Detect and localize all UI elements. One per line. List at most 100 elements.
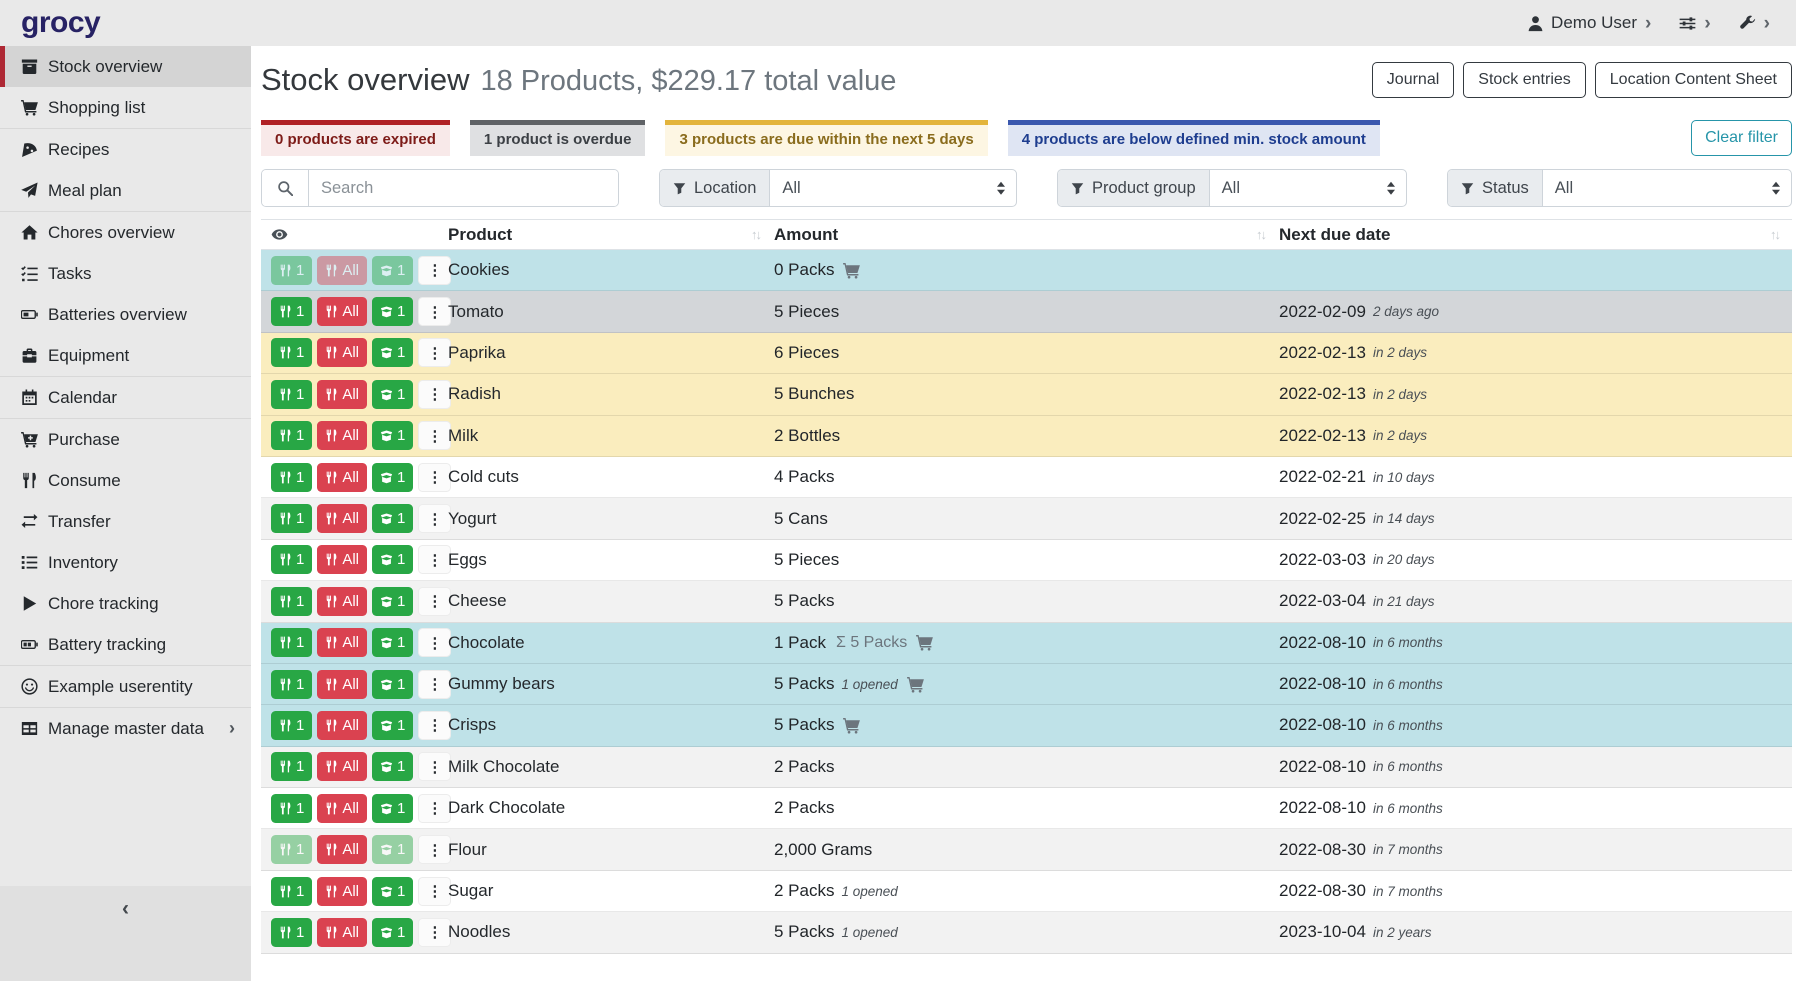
open-one-button[interactable]: 1	[372, 752, 414, 782]
open-one-button[interactable]: 1	[372, 379, 414, 409]
row-menu-button[interactable]: ⋮	[418, 917, 452, 947]
consume-all-button[interactable]: All	[317, 835, 368, 865]
search-input[interactable]	[309, 170, 618, 206]
consume-all-button[interactable]: All	[317, 338, 368, 368]
open-one-button[interactable]: 1	[372, 586, 414, 616]
consume-all-button[interactable]: All	[317, 379, 368, 409]
open-one-button[interactable]: 1	[372, 835, 414, 865]
consume-one-button[interactable]: 1	[271, 255, 313, 285]
open-one-button[interactable]: 1	[372, 338, 414, 368]
row-menu-button[interactable]: ⋮	[418, 545, 452, 575]
consume-one-button[interactable]: 1	[271, 545, 313, 575]
consume-one-button[interactable]: 1	[271, 338, 313, 368]
sidebar-item-chore-tracking[interactable]: Chore tracking	[0, 583, 251, 624]
consume-all-button[interactable]: All	[317, 545, 368, 575]
column-header-product[interactable]: Product ↑↓	[448, 220, 774, 249]
consume-all-button[interactable]: All	[317, 628, 368, 658]
open-one-button[interactable]: 1	[372, 545, 414, 575]
row-menu-button[interactable]: ⋮	[418, 255, 452, 285]
row-menu-button[interactable]: ⋮	[418, 710, 452, 740]
consume-one-button[interactable]: 1	[271, 586, 313, 616]
open-one-button[interactable]: 1	[372, 628, 414, 658]
row-menu-button[interactable]: ⋮	[418, 835, 452, 865]
consume-one-button[interactable]: 1	[271, 752, 313, 782]
row-menu-button[interactable]: ⋮	[418, 421, 452, 451]
open-one-button[interactable]: 1	[372, 421, 414, 451]
consume-one-button[interactable]: 1	[271, 710, 313, 740]
consume-one-button[interactable]: 1	[271, 876, 313, 906]
open-one-button[interactable]: 1	[372, 917, 414, 947]
sidebar-item-equipment[interactable]: Equipment	[0, 335, 251, 376]
consume-one-button[interactable]: 1	[271, 379, 313, 409]
sidebar-item-transfer[interactable]: Transfer	[0, 501, 251, 542]
consume-one-button[interactable]: 1	[271, 628, 313, 658]
status-select[interactable]: All	[1543, 170, 1791, 206]
consume-all-button[interactable]: All	[317, 752, 368, 782]
sidebar-item-recipes[interactable]: Recipes	[0, 129, 251, 170]
sidebar-item-example-userentity[interactable]: Example userentity	[0, 666, 251, 707]
consume-all-button[interactable]: All	[317, 669, 368, 699]
sidebar-item-meal-plan[interactable]: Meal plan	[0, 170, 251, 211]
column-header-next-due-date[interactable]: Next due date ↑↓	[1279, 224, 1781, 244]
summary-badge[interactable]: 1 product is overdue	[469, 120, 646, 156]
sidebar-item-manage-master-data[interactable]: Manage master data ›	[0, 708, 251, 749]
consume-one-button[interactable]: 1	[271, 793, 313, 823]
row-menu-button[interactable]: ⋮	[418, 379, 452, 409]
admin-menu[interactable]: ›	[1739, 14, 1770, 33]
consume-all-button[interactable]: All	[317, 421, 368, 451]
sidebar-item-calendar[interactable]: Calendar	[0, 377, 251, 418]
consume-one-button[interactable]: 1	[271, 462, 313, 492]
consume-all-button[interactable]: All	[317, 462, 368, 492]
sidebar-item-stock-overview[interactable]: Stock overview	[0, 46, 251, 87]
consume-all-button[interactable]: All	[317, 917, 368, 947]
consume-all-button[interactable]: All	[317, 504, 368, 534]
clear-filter-button[interactable]: Clear filter	[1691, 120, 1792, 156]
user-menu[interactable]: Demo User ›	[1527, 13, 1651, 33]
location-select[interactable]: All	[770, 170, 1016, 206]
sidebar-item-battery-tracking[interactable]: Battery tracking	[0, 624, 251, 665]
open-one-button[interactable]: 1	[372, 504, 414, 534]
sidebar-collapse-button[interactable]: ‹	[0, 886, 251, 981]
sidebar-item-purchase[interactable]: Purchase	[0, 419, 251, 460]
summary-badge[interactable]: 4 products are below defined min. stock …	[1007, 120, 1380, 156]
sidebar-item-inventory[interactable]: Inventory	[0, 542, 251, 583]
consume-one-button[interactable]: 1	[271, 421, 313, 451]
consume-all-button[interactable]: All	[317, 297, 368, 327]
consume-all-button[interactable]: All	[317, 710, 368, 740]
location-content-sheet-button[interactable]: Location Content Sheet	[1594, 62, 1792, 98]
open-one-button[interactable]: 1	[372, 255, 414, 285]
sidebar-item-tasks[interactable]: Tasks	[0, 253, 251, 294]
open-one-button[interactable]: 1	[372, 710, 414, 740]
sidebar-item-batteries-overview[interactable]: Batteries overview	[0, 294, 251, 335]
column-header-amount[interactable]: Amount ↑↓	[774, 220, 1279, 249]
consume-all-button[interactable]: All	[317, 876, 368, 906]
open-one-button[interactable]: 1	[372, 793, 414, 823]
consume-one-button[interactable]: 1	[271, 917, 313, 947]
open-one-button[interactable]: 1	[372, 462, 414, 492]
open-one-button[interactable]: 1	[372, 876, 414, 906]
row-menu-button[interactable]: ⋮	[418, 752, 452, 782]
consume-one-button[interactable]: 1	[271, 669, 313, 699]
settings-menu[interactable]: ›	[1679, 14, 1711, 33]
sidebar-item-shopping-list[interactable]: Shopping list	[0, 87, 251, 128]
summary-badge[interactable]: 3 products are due within the next 5 day…	[665, 120, 988, 156]
row-menu-button[interactable]: ⋮	[418, 669, 452, 699]
open-one-button[interactable]: 1	[372, 297, 414, 327]
open-one-button[interactable]: 1	[372, 669, 414, 699]
row-menu-button[interactable]: ⋮	[418, 462, 452, 492]
row-menu-button[interactable]: ⋮	[418, 586, 452, 616]
app-logo[interactable]: grocy	[21, 6, 101, 39]
consume-one-button[interactable]: 1	[271, 297, 313, 327]
consume-all-button[interactable]: All	[317, 255, 368, 285]
consume-all-button[interactable]: All	[317, 586, 368, 616]
sidebar-item-consume[interactable]: Consume	[0, 460, 251, 501]
row-menu-button[interactable]: ⋮	[418, 876, 452, 906]
consume-one-button[interactable]: 1	[271, 835, 313, 865]
product-group-select[interactable]: All	[1210, 170, 1406, 206]
sidebar-item-chores-overview[interactable]: Chores overview	[0, 212, 251, 253]
row-menu-button[interactable]: ⋮	[418, 297, 452, 327]
row-menu-button[interactable]: ⋮	[418, 338, 452, 368]
stock-entries-button[interactable]: Stock entries	[1463, 62, 1586, 98]
summary-badge[interactable]: 0 products are expired	[261, 120, 450, 156]
journal-button[interactable]: Journal	[1371, 62, 1455, 98]
